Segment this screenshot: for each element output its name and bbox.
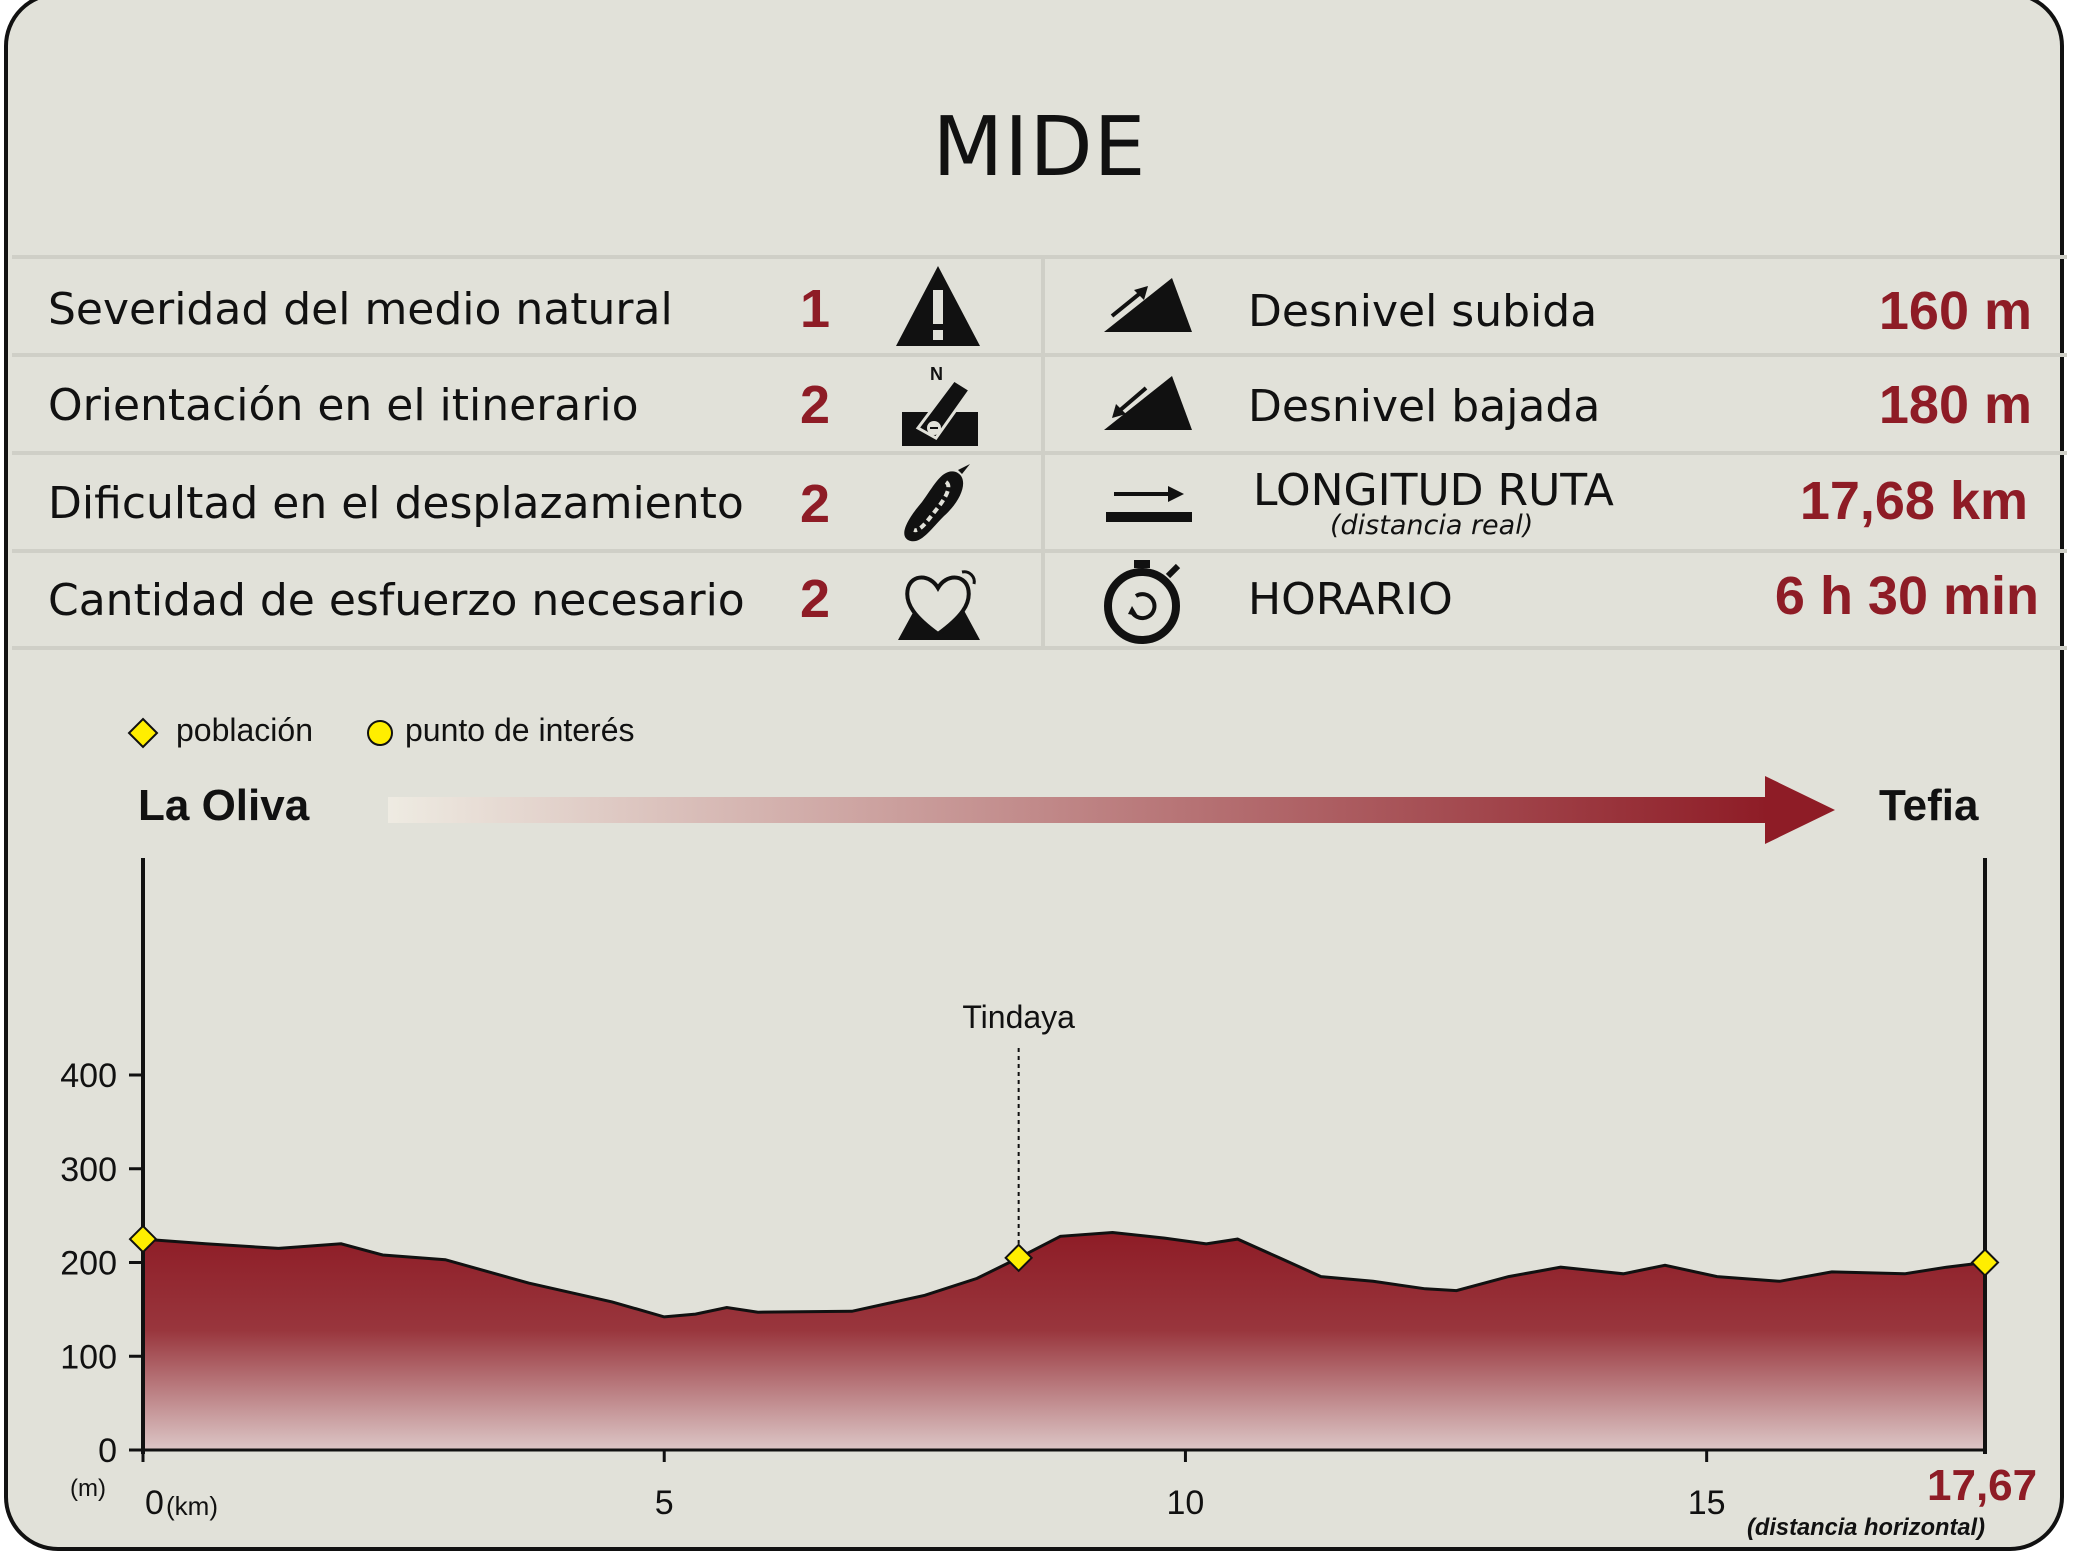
x-tick-label: 15 — [1688, 1484, 1726, 1522]
column-divider — [1041, 255, 1045, 650]
distance-end-value: 17,67 — [1927, 1461, 2037, 1510]
route-end: Tefia — [1879, 781, 1979, 830]
mide-label-dificultad: Dificultad en el desplazamiento — [48, 478, 744, 529]
divider — [12, 353, 2067, 357]
mide-value-dificultad: 2 — [800, 474, 831, 534]
y-tick-label: 0 — [98, 1432, 117, 1470]
stat-value-bajada: 180 m — [1878, 375, 2032, 435]
stat-label-bajada: Desnivel bajada — [1248, 381, 1601, 432]
svg-text:N: N — [930, 364, 943, 384]
compass-icon: N — [902, 364, 978, 446]
marker-label: Tindaya — [962, 999, 1075, 1035]
town-marker — [1970, 1248, 2000, 1277]
mide-value-orientacion: 2 — [800, 375, 831, 435]
ascent-icon — [1104, 278, 1192, 332]
x-tick-label: 0 — [145, 1484, 164, 1522]
route-direction-arrow — [388, 776, 1835, 844]
y-tick-label: 300 — [60, 1151, 117, 1189]
town-marker-icon — [127, 717, 159, 749]
route-start: La Oliva — [138, 781, 310, 830]
divider — [12, 255, 2067, 259]
y-tick-label: 100 — [60, 1338, 117, 1376]
stat-label-subida: Desnivel subida — [1248, 286, 1598, 337]
stat-label-horario: HORARIO — [1248, 574, 1453, 625]
distance-end-sublabel: (distancia horizontal) — [1747, 1514, 1985, 1541]
mide-label-esfuerzo: Cantidad de esfuerzo necesario — [48, 575, 745, 626]
divider — [12, 549, 2067, 553]
mide-table — [12, 255, 2067, 650]
mide-label-orientacion: Orientación en el itinerario — [48, 380, 639, 431]
mide-value-severidad: 1 — [800, 279, 831, 339]
x-axis-unit-label: (km) — [166, 1491, 218, 1521]
stat-value-horario: 6 h 30 min — [1774, 566, 2039, 626]
page-title: MIDE — [932, 100, 1147, 195]
poi-marker-icon — [367, 720, 393, 746]
y-tick-label: 400 — [60, 1057, 117, 1095]
axis-ticks: 0 100 200 300 400 0 5 10 15 — [60, 1057, 1725, 1522]
legend-poi-label: punto de interés — [405, 712, 635, 748]
distance-arrow-icon — [1106, 486, 1192, 522]
elevation-line — [142, 1230, 1986, 1319]
divider — [12, 451, 2067, 455]
chart-markers: Tindaya — [128, 999, 2000, 1277]
stopwatch-icon — [1104, 560, 1181, 644]
stat-value-subida: 160 m — [1878, 281, 2032, 341]
y-axis-unit-label: (m) — [70, 1475, 106, 1502]
stat-sublabel-longitud: (distancia real) — [1330, 510, 1534, 541]
warning-icon — [896, 266, 980, 346]
legend-town-label: población — [176, 712, 313, 748]
x-tick-label: 10 — [1167, 1484, 1205, 1522]
y-tick-label: 200 — [60, 1245, 117, 1283]
mide-value-esfuerzo: 2 — [800, 569, 831, 629]
footprint-icon — [904, 464, 970, 542]
mide-label-severidad: Severidad del medio natural — [48, 284, 673, 335]
heart-effort-icon — [898, 570, 980, 640]
x-tick-label: 5 — [655, 1484, 674, 1522]
town-marker — [128, 1224, 158, 1254]
descent-icon — [1104, 376, 1192, 430]
stat-value-longitud: 17,68 km — [1799, 471, 2028, 531]
elevation-area — [143, 1232, 1985, 1450]
town-marker — [1004, 1243, 1034, 1273]
stat-label-longitud: LONGITUD RUTA — [1253, 465, 1614, 516]
divider — [12, 646, 2067, 650]
